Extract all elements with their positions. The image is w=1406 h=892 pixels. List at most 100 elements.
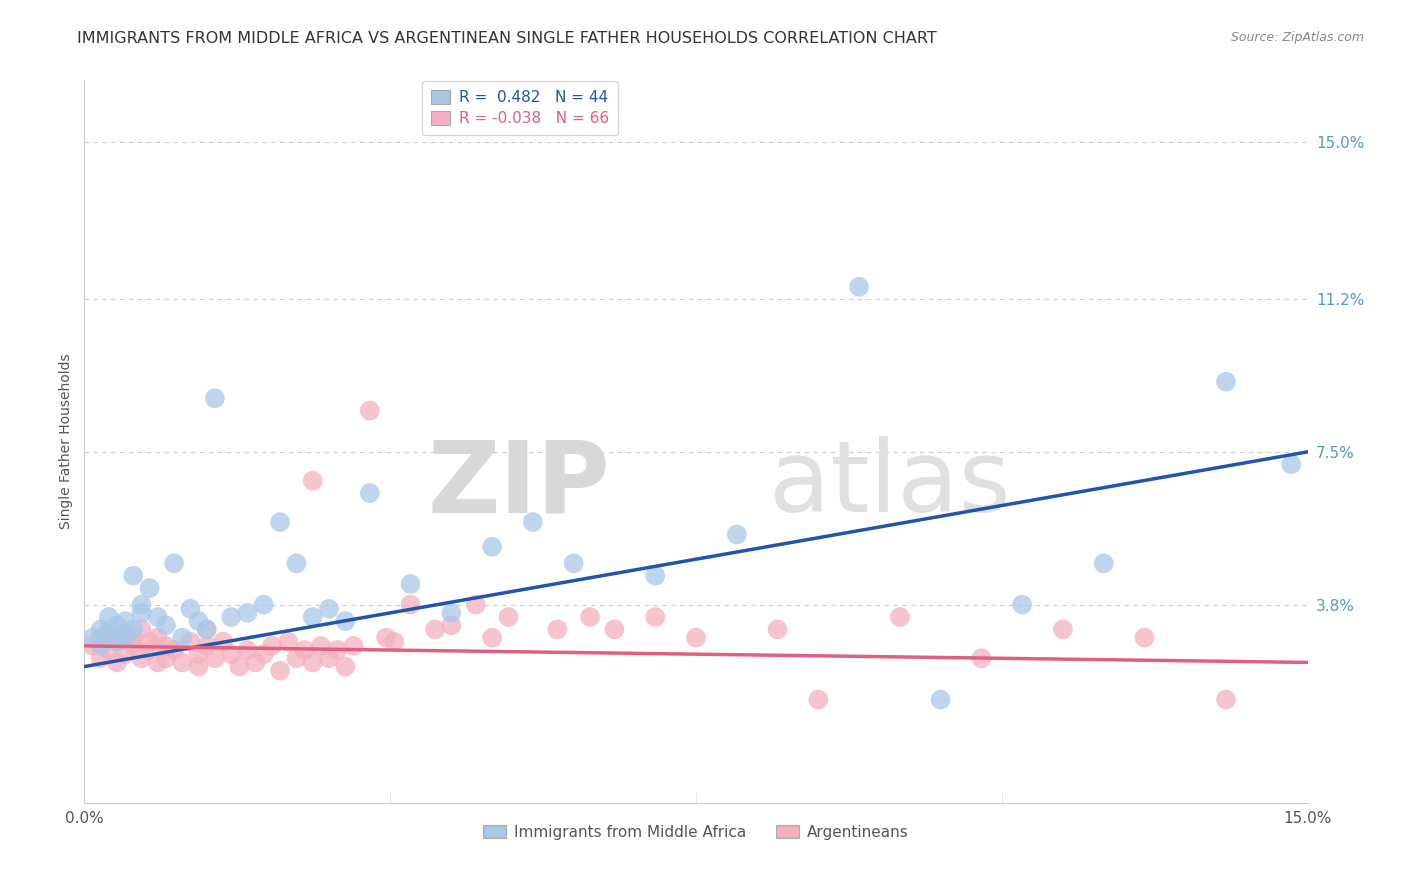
Point bbox=[301, 474, 323, 488]
Point bbox=[464, 598, 486, 612]
Point bbox=[848, 279, 870, 293]
Point bbox=[131, 598, 153, 612]
Point bbox=[105, 634, 128, 648]
Point bbox=[114, 626, 136, 640]
Point bbox=[277, 634, 299, 648]
Point bbox=[155, 618, 177, 632]
Point bbox=[481, 631, 503, 645]
Point bbox=[219, 610, 242, 624]
Point bbox=[138, 643, 160, 657]
Point bbox=[375, 631, 398, 645]
Point bbox=[423, 623, 446, 637]
Point bbox=[1133, 631, 1156, 645]
Point bbox=[326, 643, 349, 657]
Point bbox=[228, 659, 250, 673]
Point bbox=[90, 639, 112, 653]
Point bbox=[236, 606, 259, 620]
Point bbox=[1011, 598, 1033, 612]
Point bbox=[138, 581, 160, 595]
Point bbox=[301, 656, 323, 670]
Point bbox=[522, 515, 544, 529]
Point bbox=[309, 639, 332, 653]
Point bbox=[562, 557, 585, 571]
Point bbox=[285, 557, 308, 571]
Point bbox=[245, 656, 267, 670]
Point bbox=[146, 631, 169, 645]
Point bbox=[440, 618, 463, 632]
Point bbox=[146, 610, 169, 624]
Point bbox=[236, 643, 259, 657]
Point bbox=[179, 634, 201, 648]
Point bbox=[342, 639, 364, 653]
Point bbox=[187, 614, 209, 628]
Text: atlas: atlas bbox=[769, 436, 1011, 533]
Point bbox=[122, 631, 145, 645]
Point bbox=[253, 598, 276, 612]
Point bbox=[603, 623, 626, 637]
Point bbox=[399, 577, 422, 591]
Point bbox=[335, 614, 357, 628]
Point bbox=[187, 659, 209, 673]
Point bbox=[260, 639, 283, 653]
Point bbox=[219, 647, 242, 661]
Text: Source: ZipAtlas.com: Source: ZipAtlas.com bbox=[1230, 31, 1364, 45]
Point bbox=[172, 656, 194, 670]
Point bbox=[889, 610, 911, 624]
Point bbox=[929, 692, 952, 706]
Point bbox=[122, 639, 145, 653]
Point bbox=[82, 631, 104, 645]
Point bbox=[644, 610, 666, 624]
Point bbox=[163, 557, 186, 571]
Point bbox=[1092, 557, 1115, 571]
Point bbox=[131, 623, 153, 637]
Point bbox=[1215, 692, 1237, 706]
Point bbox=[440, 606, 463, 620]
Point bbox=[204, 651, 226, 665]
Point bbox=[766, 623, 789, 637]
Point bbox=[131, 651, 153, 665]
Point bbox=[163, 643, 186, 657]
Point bbox=[359, 403, 381, 417]
Point bbox=[546, 623, 568, 637]
Point bbox=[138, 634, 160, 648]
Point bbox=[114, 614, 136, 628]
Point bbox=[212, 634, 235, 648]
Point bbox=[82, 639, 104, 653]
Point bbox=[318, 601, 340, 615]
Point bbox=[155, 651, 177, 665]
Point bbox=[204, 391, 226, 405]
Point bbox=[685, 631, 707, 645]
Point bbox=[187, 647, 209, 661]
Point bbox=[90, 631, 112, 645]
Point bbox=[90, 651, 112, 665]
Point bbox=[131, 606, 153, 620]
Point bbox=[97, 643, 120, 657]
Point bbox=[382, 634, 405, 648]
Point bbox=[97, 623, 120, 637]
Point bbox=[335, 659, 357, 673]
Point bbox=[97, 626, 120, 640]
Point bbox=[105, 656, 128, 670]
Point bbox=[725, 527, 748, 541]
Point bbox=[105, 618, 128, 632]
Point bbox=[1052, 623, 1074, 637]
Point bbox=[970, 651, 993, 665]
Point bbox=[122, 623, 145, 637]
Point bbox=[807, 692, 830, 706]
Point bbox=[579, 610, 602, 624]
Point bbox=[644, 568, 666, 582]
Point bbox=[269, 664, 291, 678]
Point bbox=[122, 568, 145, 582]
Text: IMMIGRANTS FROM MIDDLE AFRICA VS ARGENTINEAN SINGLE FATHER HOUSEHOLDS CORRELATIO: IMMIGRANTS FROM MIDDLE AFRICA VS ARGENTI… bbox=[77, 31, 936, 46]
Point bbox=[359, 486, 381, 500]
Point bbox=[318, 651, 340, 665]
Point bbox=[1279, 457, 1302, 471]
Point bbox=[146, 656, 169, 670]
Point bbox=[105, 634, 128, 648]
Point bbox=[294, 643, 316, 657]
Point bbox=[1215, 375, 1237, 389]
Point bbox=[90, 623, 112, 637]
Point bbox=[155, 639, 177, 653]
Y-axis label: Single Father Households: Single Father Households bbox=[59, 354, 73, 529]
Point bbox=[253, 647, 276, 661]
